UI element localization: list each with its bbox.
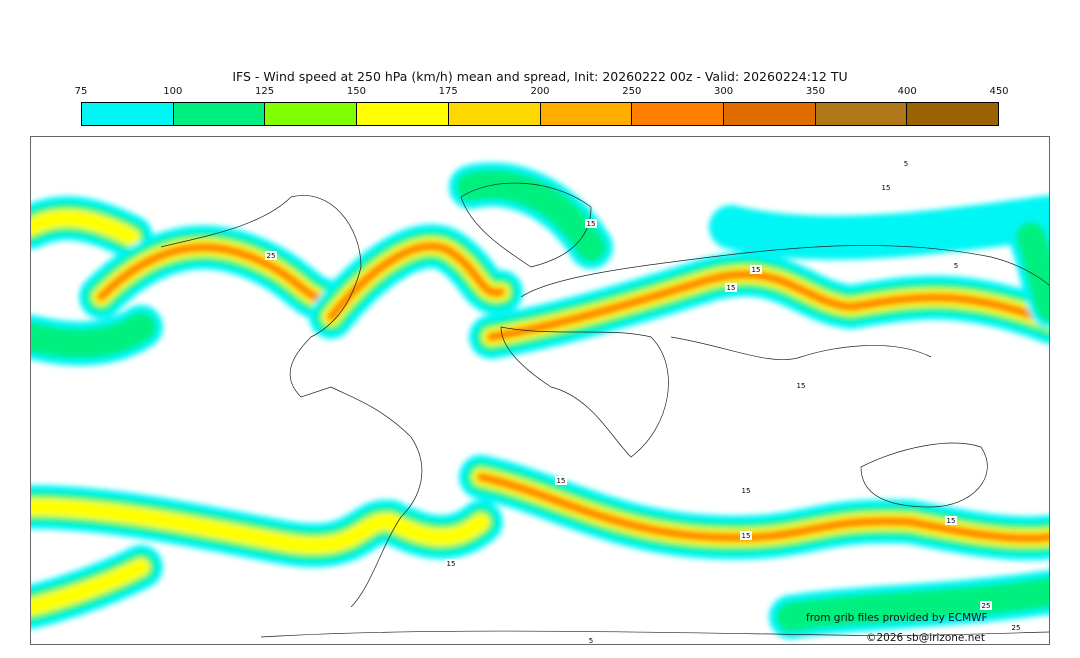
colorbar-tick: 175 bbox=[438, 86, 458, 97]
colorbar-swatch bbox=[540, 103, 633, 125]
colorbar-tick: 125 bbox=[255, 86, 275, 97]
source-credit: from grib files provided by ECMWF bbox=[806, 612, 988, 624]
contour-label-bg bbox=[585, 636, 597, 644]
colorbar-swatch bbox=[448, 103, 541, 125]
colorbar-tick: 200 bbox=[530, 86, 550, 97]
contour-label-bg bbox=[950, 261, 962, 270]
coastlines bbox=[160, 182, 1049, 638]
colorbar-tick: 450 bbox=[989, 86, 1009, 97]
contour-label: 25 bbox=[1012, 624, 1021, 632]
jet-band bbox=[486, 269, 1049, 342]
wind-map: 5 15 25 15 15 15 5 15 15 15 15 15 15 25 25 5 bbox=[30, 136, 1050, 645]
colorbar-swatch bbox=[82, 103, 174, 125]
jet-band bbox=[31, 312, 156, 359]
colorbar bbox=[81, 102, 999, 126]
colorbar-labels: 75 100 125 150 175 200 250 300 350 400 4… bbox=[75, 86, 1009, 98]
jet-band bbox=[476, 472, 1049, 543]
jet-band bbox=[456, 169, 606, 262]
contour-label-bg bbox=[585, 219, 597, 228]
contour-label: 15 bbox=[882, 184, 891, 192]
colorbar-swatch bbox=[815, 103, 908, 125]
colorbar-swatch bbox=[357, 103, 449, 125]
jet-streams bbox=[31, 162, 1049, 639]
contour-label-bg bbox=[740, 531, 752, 540]
colorbar-tick: 75 bbox=[74, 86, 88, 97]
contour-label-bg bbox=[555, 476, 567, 485]
jet-band bbox=[326, 241, 506, 322]
contour-label: 15 bbox=[447, 560, 456, 568]
contour-label: 5 bbox=[954, 262, 958, 270]
contour-label: 15 bbox=[742, 532, 751, 540]
contour-label: 15 bbox=[752, 266, 761, 274]
colorbar-tick: 350 bbox=[805, 86, 825, 97]
jet-band bbox=[31, 209, 140, 246]
colorbar-swatch bbox=[265, 103, 358, 125]
contour-label: 5 bbox=[589, 637, 593, 645]
contour-label: 25 bbox=[982, 602, 991, 610]
contour-label: 15 bbox=[587, 220, 596, 228]
contour-label-bg bbox=[265, 251, 277, 260]
contour-label-bg bbox=[880, 183, 892, 192]
colorbar-swatch bbox=[173, 103, 266, 125]
contour-label: 15 bbox=[557, 477, 566, 485]
jet-band bbox=[31, 498, 490, 555]
colorbar-tick: 150 bbox=[346, 86, 366, 97]
map-title: IFS - Wind speed at 250 hPa (km/h) mean … bbox=[232, 69, 848, 84]
colorbar-swatch bbox=[907, 103, 999, 125]
contour-label-bg bbox=[725, 283, 737, 292]
colorbar-tick: 250 bbox=[622, 86, 642, 97]
wind-map-svg: 5 15 25 15 15 15 5 15 15 15 15 15 15 25 25 5 bbox=[31, 159, 1049, 645]
jet-band bbox=[776, 577, 1049, 632]
contour-label-bg bbox=[1010, 623, 1022, 632]
colorbar-tick: 100 bbox=[163, 86, 183, 97]
contour-labels: 5 15 25 15 15 15 5 15 15 15 15 15 15 25 25 5 bbox=[265, 159, 1022, 645]
colorbar-swatch bbox=[632, 103, 724, 125]
contour-label-bg bbox=[945, 516, 957, 525]
copyright: ©2026 sb@irizone.net bbox=[866, 632, 985, 644]
colorbar-tick: 300 bbox=[714, 86, 734, 97]
contour-label-bg bbox=[900, 159, 912, 168]
contour-label: 15 bbox=[797, 382, 806, 390]
contour-label-bg bbox=[445, 559, 457, 568]
contour-label: 5 bbox=[904, 160, 908, 168]
contour-label-bg bbox=[750, 265, 762, 274]
contour-label: 25 bbox=[267, 252, 276, 260]
contour-label-bg bbox=[740, 486, 752, 495]
jet-band bbox=[1016, 222, 1049, 322]
contour-label: 15 bbox=[742, 487, 751, 495]
colorbar-swatch bbox=[723, 103, 816, 125]
contour-label: 15 bbox=[727, 284, 736, 292]
jet-band bbox=[96, 242, 336, 307]
jet-band bbox=[709, 195, 1049, 260]
contour-label-bg bbox=[980, 601, 992, 610]
jet-band bbox=[31, 558, 150, 616]
contour-label: 15 bbox=[947, 517, 956, 525]
colorbar-tick: 400 bbox=[897, 86, 917, 97]
contour-label-bg bbox=[795, 381, 807, 390]
